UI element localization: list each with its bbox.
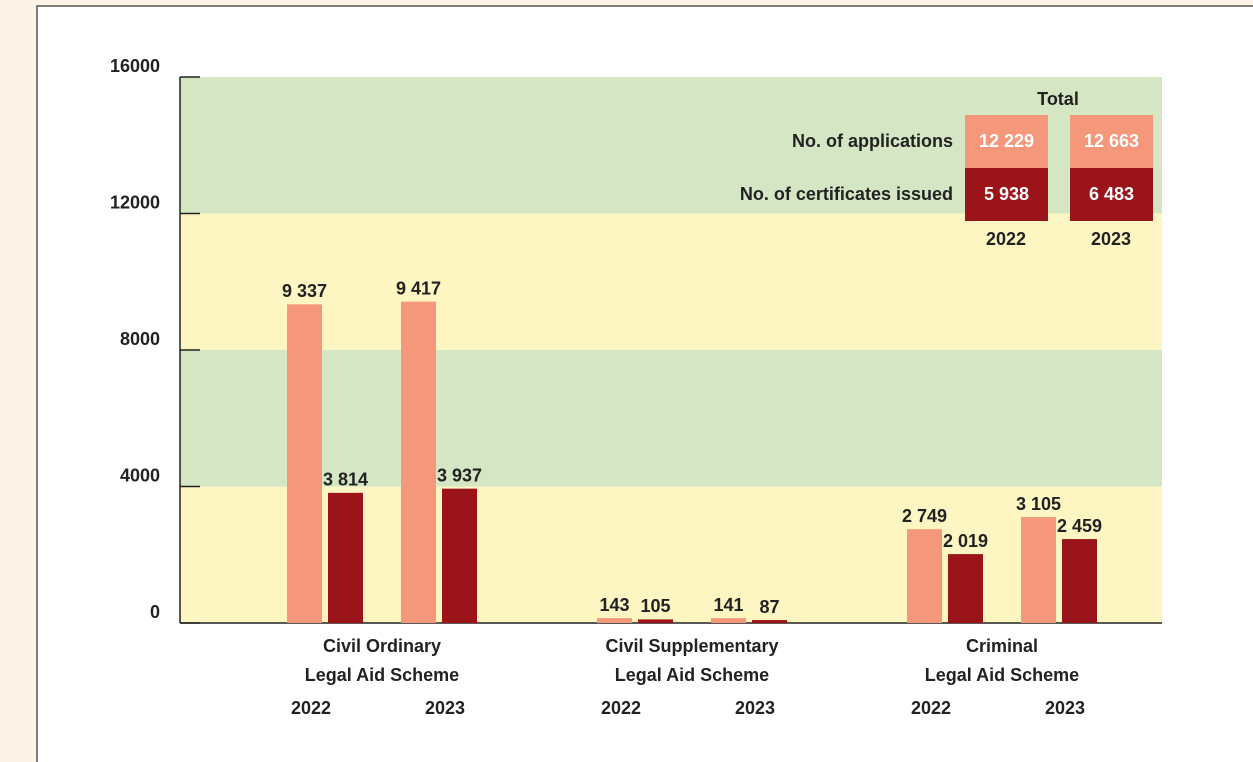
value-label: 2 019 <box>943 531 988 551</box>
x-tick-label: 2023 <box>1045 698 1085 718</box>
x-tick-label: 2022 <box>601 698 641 718</box>
total-box <box>1070 168 1153 221</box>
y-tick-label: 12000 <box>110 192 160 212</box>
bar <box>328 492 363 623</box>
totals-year: 2023 <box>1091 229 1131 249</box>
bar <box>442 488 477 623</box>
y-tick-label: 8000 <box>120 329 160 349</box>
bar <box>907 529 942 623</box>
value-label: 105 <box>640 596 670 616</box>
total-label: 12 229 <box>979 131 1034 151</box>
group-label: Criminal <box>966 636 1038 656</box>
total-box <box>965 168 1048 221</box>
value-label: 2 749 <box>902 506 947 526</box>
bar <box>752 620 787 623</box>
total-label: 12 663 <box>1084 131 1139 151</box>
y-tick-label: 4000 <box>120 465 160 485</box>
band <box>180 350 1162 487</box>
value-label: 87 <box>759 597 779 617</box>
bar <box>597 618 632 623</box>
bar <box>1062 539 1097 623</box>
bar <box>1021 517 1056 623</box>
group-label: Legal Aid Scheme <box>925 665 1079 685</box>
legend-label: No. of certificates issued <box>740 184 953 204</box>
total-box <box>965 115 1048 168</box>
group-label: Legal Aid Scheme <box>615 665 769 685</box>
bar <box>948 554 983 623</box>
value-label: 9 337 <box>282 281 327 301</box>
bar <box>638 619 673 623</box>
total-label: 6 483 <box>1089 184 1134 204</box>
value-label: 2 459 <box>1057 516 1102 536</box>
x-tick-label: 2023 <box>425 698 465 718</box>
value-label: 143 <box>599 595 629 615</box>
totals-title: Total <box>1037 89 1079 109</box>
group-label: Civil Supplementary <box>605 636 778 656</box>
legend-label: No. of applications <box>792 131 953 151</box>
x-tick-label: 2022 <box>291 698 331 718</box>
y-tick-label: 16000 <box>110 56 160 76</box>
value-label: 141 <box>713 595 743 615</box>
value-label: 3 937 <box>437 465 482 485</box>
x-tick-label: 2023 <box>735 698 775 718</box>
total-box <box>1070 115 1153 168</box>
bar <box>711 618 746 623</box>
group-label: Legal Aid Scheme <box>305 665 459 685</box>
value-label: 3 105 <box>1016 494 1061 514</box>
bar <box>287 304 322 623</box>
band <box>180 486 1162 623</box>
bar <box>401 301 436 623</box>
band <box>180 213 1162 350</box>
value-label: 3 814 <box>323 470 368 490</box>
x-tick-label: 2022 <box>911 698 951 718</box>
y-tick-label: 0 <box>150 602 160 622</box>
group-label: Civil Ordinary <box>323 636 441 656</box>
value-label: 9 417 <box>396 278 441 298</box>
totals-year: 2022 <box>986 229 1026 249</box>
total-label: 5 938 <box>984 184 1029 204</box>
